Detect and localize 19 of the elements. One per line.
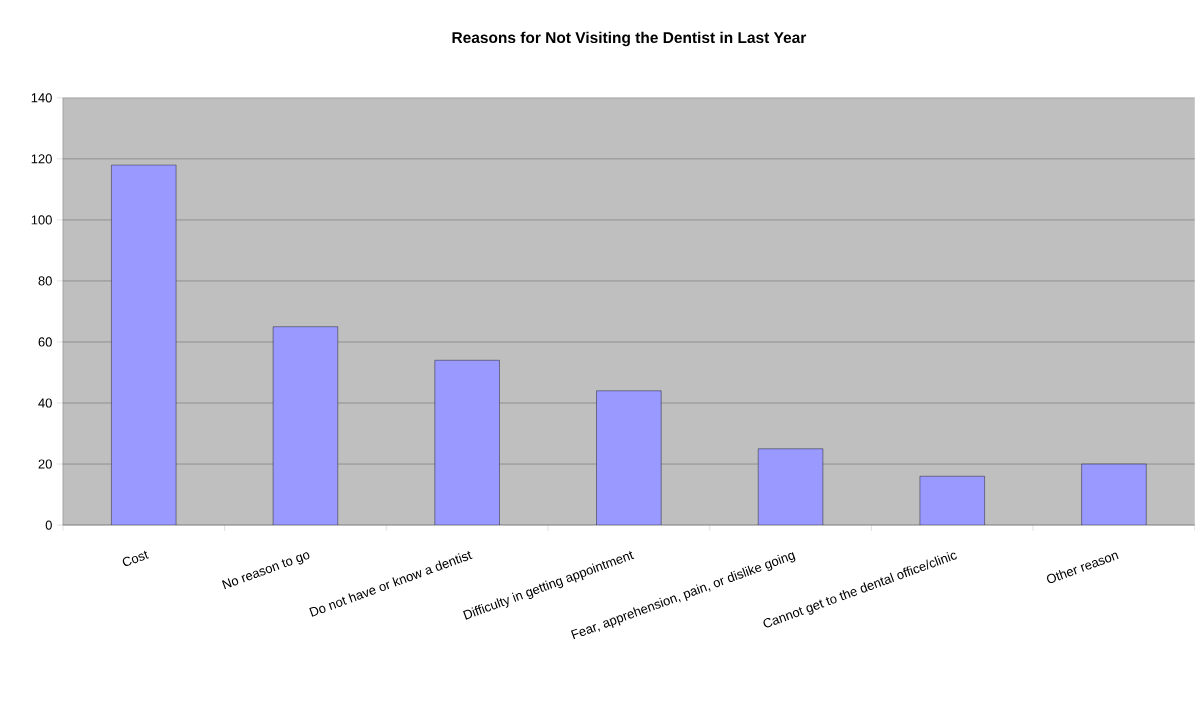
y-tick-label: 0 [45, 520, 52, 530]
bar [1081, 463, 1147, 526]
y-tick-label: 80 [38, 276, 52, 286]
bar [111, 164, 177, 526]
y-tick-label: 100 [31, 215, 52, 225]
bar [272, 326, 338, 526]
bar [596, 390, 662, 526]
chart-title: Reasons for Not Visiting the Dentist in Last Year [452, 31, 807, 47]
y-tick-label: 60 [38, 337, 52, 347]
y-tick-label: 40 [38, 398, 52, 408]
bar [758, 448, 824, 526]
y-tick-label: 140 [31, 93, 52, 103]
y-tick-label: 120 [31, 154, 52, 164]
bar [434, 360, 500, 526]
y-tick-label: 20 [38, 459, 52, 469]
x-tick-label: Other reason [1046, 552, 1119, 584]
x-tick-label: No reason to go [221, 552, 310, 590]
x-tick-label: Cost [122, 550, 149, 567]
bar [919, 476, 985, 526]
